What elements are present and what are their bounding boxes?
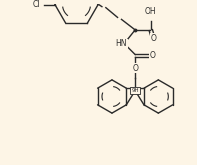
Text: HN: HN bbox=[116, 39, 127, 48]
Text: O: O bbox=[150, 51, 156, 60]
Text: 9H: 9H bbox=[131, 88, 139, 93]
Text: O: O bbox=[132, 64, 138, 73]
Text: O: O bbox=[151, 34, 157, 43]
Text: Cl: Cl bbox=[33, 0, 40, 9]
Text: OH: OH bbox=[145, 7, 157, 16]
